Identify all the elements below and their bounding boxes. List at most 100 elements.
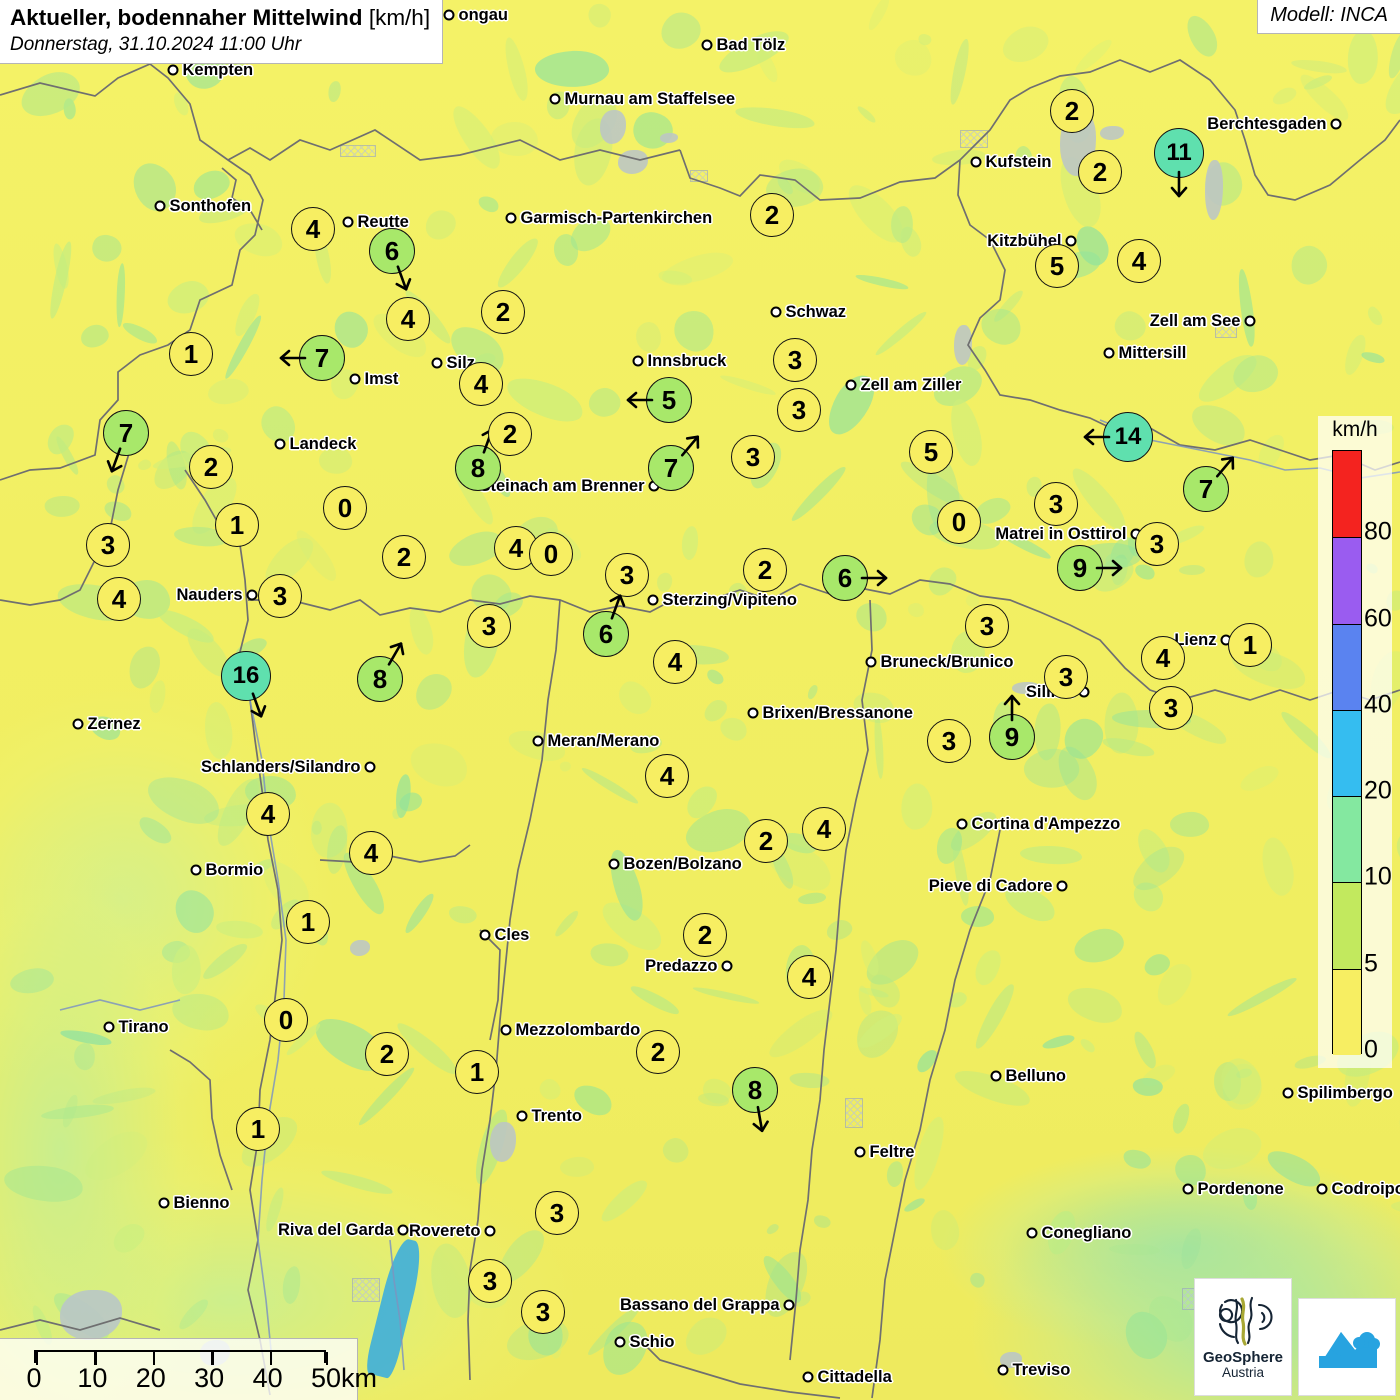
- hatched-area: [1215, 320, 1237, 338]
- wind-speed-bubble: 3: [605, 553, 649, 597]
- model-label: Modell: INCA: [1270, 4, 1388, 26]
- legend-unit-label: km/h: [1332, 418, 1378, 441]
- wind-speed-bubble: 1: [236, 1107, 280, 1151]
- wind-speed-bubble: 3: [468, 1259, 512, 1303]
- city-marker: Kufstein: [970, 153, 1052, 171]
- city-marker: Sterzing/Vipiteno: [647, 591, 797, 609]
- scale-tick: [36, 1352, 39, 1365]
- wind-speed-bubble: 3: [927, 719, 971, 763]
- city-label: Cles: [494, 925, 530, 944]
- city-label: Zernez: [87, 714, 141, 733]
- city-label: Predazzo: [645, 956, 718, 975]
- city-marker: Mittersill: [1103, 344, 1186, 362]
- wind-speed-bubble: 3: [1034, 482, 1078, 526]
- city-dot-icon: [990, 1070, 1002, 1082]
- wind-speed-bubble: 4: [787, 955, 831, 999]
- city-marker: Landeck: [274, 435, 356, 453]
- city-label: Schio: [629, 1332, 675, 1351]
- hatched-area: [845, 1098, 863, 1128]
- city-dot-icon: [701, 39, 713, 51]
- wind-speed-bubble: 4: [645, 754, 689, 798]
- city-dot-icon: [190, 864, 202, 876]
- legend-tick: 40: [1364, 690, 1392, 719]
- lake-area: [1100, 126, 1124, 140]
- city-label: Matrei in Osttirol: [995, 524, 1127, 543]
- city-dot-icon: [865, 656, 877, 668]
- legend-band: [1333, 968, 1361, 1055]
- legend-band: [1333, 882, 1361, 969]
- city-label: Rovereto: [408, 1221, 481, 1240]
- wind-speed-bubble: 3: [731, 435, 775, 479]
- city-dot-icon: [431, 357, 443, 369]
- city-label: Mittersill: [1118, 343, 1187, 362]
- city-marker: Zell am See: [1150, 312, 1256, 330]
- scale-label: 0: [26, 1363, 42, 1393]
- city-dot-icon: [1182, 1183, 1194, 1195]
- wind-speed-bubble: 4: [349, 831, 393, 875]
- wind-speed-bubble: 2: [481, 290, 525, 334]
- scale-tick: [152, 1352, 156, 1365]
- legend-tick: 20: [1364, 776, 1392, 805]
- city-marker: ongau: [443, 6, 508, 24]
- lake-area: [60, 1290, 122, 1340]
- wind-speed-bubble: 3: [965, 604, 1009, 648]
- city-marker: Cles: [479, 926, 529, 944]
- wind-speed-bubble: 8: [455, 445, 501, 491]
- city-dot-icon: [103, 1021, 115, 1033]
- city-dot-icon: [854, 1146, 866, 1158]
- wind-speed-bubble: 4: [291, 207, 335, 251]
- wind-speed-bubble: 3: [773, 338, 817, 382]
- wind-speed-bubble: 4: [1141, 636, 1185, 680]
- wind-speed-bubble: 6: [583, 611, 629, 657]
- wind-speed-bubble: 3: [521, 1290, 565, 1334]
- city-label: Brixen/Bressanone: [762, 703, 913, 722]
- city-label: Bruneck/Brunico: [880, 652, 1014, 671]
- city-dot-icon: [647, 594, 659, 606]
- city-label: Lienz: [1174, 630, 1217, 649]
- scale-label: 40: [252, 1363, 283, 1393]
- city-dot-icon: [516, 1110, 528, 1122]
- city-marker: Rovereto: [409, 1222, 496, 1240]
- legend-band: [1333, 537, 1361, 624]
- city-marker: Murnau am Staffelsee: [549, 90, 735, 108]
- city-dot-icon: [505, 212, 517, 224]
- legend-tick: 10: [1364, 862, 1392, 891]
- title-text: Aktueller, bodennaher Mittelwind: [10, 5, 363, 30]
- city-marker: Pordenone: [1182, 1180, 1284, 1198]
- lake-area: [1205, 160, 1223, 220]
- city-dot-icon: [1026, 1227, 1038, 1239]
- city-marker: Brixen/Bressanone: [747, 704, 913, 722]
- wind-speed-bubble: 0: [529, 532, 573, 576]
- lake-area: [1000, 1352, 1022, 1368]
- city-label: Nauders: [176, 585, 243, 604]
- wind-speed-bubble: 0: [937, 500, 981, 544]
- scale-bar-labels: 0 10 20 30 40 50km: [0, 1363, 377, 1397]
- city-label: Treviso: [1012, 1360, 1071, 1379]
- city-dot-icon: [1065, 235, 1077, 247]
- city-marker: Garmisch-Partenkirchen: [505, 209, 712, 227]
- city-marker: Treviso: [997, 1361, 1070, 1379]
- title-panel: Aktueller, bodennaher Mittelwind [km/h] …: [0, 0, 444, 65]
- city-dot-icon: [274, 438, 286, 450]
- wind-speed-bubble: 2: [743, 548, 787, 592]
- city-label: Kufstein: [985, 152, 1052, 171]
- city-marker: Berchtesgaden: [1207, 115, 1342, 133]
- city-label: Mezzolombardo: [515, 1020, 641, 1039]
- city-label: Sterzing/Vipiteno: [662, 590, 797, 609]
- city-label: Berchtesgaden: [1207, 114, 1327, 133]
- city-label: Bozen/Bolzano: [623, 854, 742, 873]
- city-marker: Schio: [614, 1333, 674, 1351]
- wind-speed-bubble: 4: [653, 640, 697, 684]
- city-marker: Bormio: [190, 861, 263, 879]
- zamg-logo: [1298, 1298, 1396, 1396]
- city-dot-icon: [443, 9, 455, 21]
- city-label: Reutte: [357, 212, 409, 231]
- city-label: Kempten: [182, 60, 254, 79]
- wind-speed-bubble: 2: [1050, 89, 1094, 133]
- wind-speed-bubble: 2: [189, 445, 233, 489]
- city-label: Imst: [364, 369, 399, 388]
- legend-tick: 0: [1364, 1035, 1378, 1064]
- city-marker: Cittadella: [802, 1368, 892, 1386]
- city-marker: Innsbruck: [632, 352, 726, 370]
- wind-speed-bubble: 4: [97, 577, 141, 621]
